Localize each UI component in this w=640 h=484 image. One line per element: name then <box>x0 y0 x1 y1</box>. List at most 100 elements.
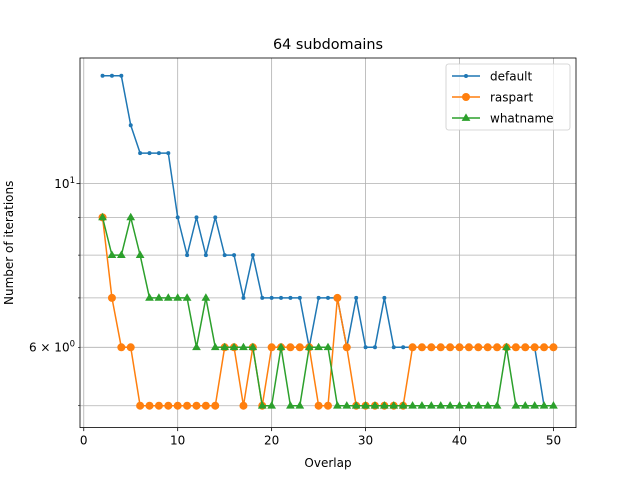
data-point-default <box>222 253 227 258</box>
data-point-raspart <box>342 343 351 352</box>
data-point-raspart <box>173 401 182 410</box>
legend-box <box>445 63 571 131</box>
data-point-default <box>316 295 321 300</box>
x-tick-label: 0 <box>80 434 88 448</box>
legend-marker <box>461 113 471 121</box>
data-point-default <box>269 295 274 300</box>
data-point-default <box>401 345 406 350</box>
data-point-whatname <box>210 342 220 351</box>
data-point-default <box>128 123 133 128</box>
y-axis-ticks: 6 × 100 101 <box>29 176 80 407</box>
data-point-raspart <box>211 401 220 410</box>
data-point-default <box>166 151 171 156</box>
plot-frame <box>79 57 577 429</box>
legend-item-default: default <box>452 69 533 83</box>
data-point-raspart <box>530 343 539 352</box>
data-point-whatname <box>98 212 107 221</box>
legend-label: default <box>490 69 533 83</box>
data-point-whatname <box>295 401 305 409</box>
data-point-raspart <box>427 343 436 352</box>
series-whatname <box>98 212 558 409</box>
data-point-default <box>241 295 246 300</box>
data-point-raspart <box>164 401 173 410</box>
data-point-raspart <box>333 293 342 302</box>
data-point-raspart <box>436 343 445 352</box>
data-point-default <box>185 253 190 258</box>
data-point-whatname <box>398 401 408 409</box>
data-point-default <box>326 295 330 300</box>
data-point-default <box>119 73 124 78</box>
legend-label: raspart <box>490 90 533 104</box>
data-point-raspart <box>483 343 492 352</box>
data-point-raspart <box>474 343 483 352</box>
legend-label: whatname <box>490 111 554 125</box>
data-point-raspart <box>286 343 295 352</box>
data-point-whatname <box>473 401 483 409</box>
x-tick-label: 20 <box>264 434 279 448</box>
data-point-whatname <box>267 401 277 409</box>
y-tick-label: 101 <box>54 176 75 191</box>
data-point-whatname <box>417 401 427 409</box>
data-point-default <box>147 151 152 156</box>
data-point-whatname <box>492 401 502 409</box>
data-point-whatname <box>276 342 286 351</box>
data-point-raspart <box>464 343 473 352</box>
legend-item-whatname: whatname <box>452 111 554 125</box>
legend: default raspart whatname <box>445 63 571 131</box>
data-point-raspart <box>107 293 116 302</box>
x-axis-ticks: 0 10 20 30 40 50 <box>80 427 561 448</box>
data-point-raspart <box>324 401 332 410</box>
data-point-raspart <box>549 343 558 352</box>
x-tick-label: 30 <box>358 434 373 448</box>
data-point-whatname <box>530 401 540 409</box>
data-point-whatname <box>426 401 436 409</box>
data-point-default <box>391 345 396 350</box>
data-point-raspart <box>201 401 210 410</box>
data-point-raspart <box>183 401 192 410</box>
data-point-raspart <box>136 401 145 410</box>
data-point-raspart <box>314 401 323 410</box>
series-layer <box>98 73 558 410</box>
data-point-whatname <box>201 293 211 301</box>
data-point-whatname <box>116 250 126 258</box>
data-point-whatname <box>173 293 183 301</box>
data-point-whatname <box>351 401 361 409</box>
data-point-whatname <box>192 342 201 351</box>
data-point-whatname <box>342 401 352 409</box>
data-point-whatname <box>257 401 267 409</box>
data-point-whatname <box>333 401 342 409</box>
data-point-whatname <box>361 401 370 409</box>
x-tick-label: 40 <box>452 434 467 448</box>
data-point-raspart <box>417 343 426 352</box>
data-point-whatname <box>154 293 164 301</box>
data-point-raspart <box>192 401 201 410</box>
data-point-whatname <box>163 293 173 301</box>
data-point-whatname <box>436 401 446 409</box>
legend-marker <box>462 93 470 101</box>
data-point-raspart <box>117 343 126 352</box>
x-tick-label: 50 <box>546 434 561 448</box>
legend-item-raspart: raspart <box>452 90 533 104</box>
data-point-default <box>156 151 161 156</box>
data-point-whatname <box>314 342 323 351</box>
data-point-whatname <box>182 293 192 301</box>
data-point-whatname <box>323 342 333 351</box>
data-point-raspart <box>239 401 248 410</box>
data-point-raspart <box>455 343 464 352</box>
data-point-whatname <box>145 293 154 301</box>
data-point-default <box>382 295 387 300</box>
data-point-default <box>372 345 377 350</box>
chart-title: 64 subdomains <box>273 37 383 53</box>
y-tick-label: 6 × 100 <box>29 340 75 355</box>
data-point-whatname <box>239 342 248 351</box>
data-point-default <box>213 215 218 220</box>
data-point-raspart <box>446 343 455 352</box>
data-point-whatname <box>520 401 530 409</box>
data-point-whatname <box>445 401 455 409</box>
data-point-raspart <box>511 343 520 352</box>
data-point-whatname <box>539 401 549 409</box>
data-point-whatname <box>511 401 521 409</box>
legend-marker <box>464 74 468 78</box>
data-point-raspart <box>408 343 417 352</box>
